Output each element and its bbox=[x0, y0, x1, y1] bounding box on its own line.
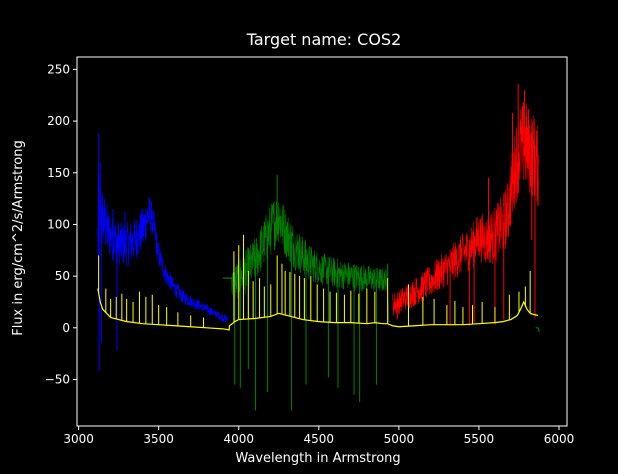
series-3 bbox=[97, 234, 539, 331]
x-tick-label-3: 4500 bbox=[304, 432, 335, 446]
y-tick-label-2: 50 bbox=[55, 269, 70, 283]
x-tick-label-4: 5000 bbox=[384, 432, 415, 446]
series-5-line bbox=[535, 327, 540, 332]
y-axis-label: Flux in erg/cm^2/s/Armstrong bbox=[11, 140, 26, 335]
plot-area bbox=[97, 83, 540, 411]
chart-title: Target name: COS2 bbox=[246, 30, 402, 49]
y-tick-label-3: 100 bbox=[47, 217, 70, 231]
x-tick-label-1: 3500 bbox=[143, 432, 174, 446]
series-2 bbox=[392, 83, 540, 326]
axes-frame bbox=[76, 56, 568, 427]
series-0-trace bbox=[97, 174, 228, 323]
y-tick-label-1: 0 bbox=[62, 321, 70, 335]
series-3-line bbox=[97, 288, 539, 331]
axes: 3000 3500 4000 4500 5000 5500 6000 −50 0 50 100 150… bbox=[45, 56, 575, 446]
x-axis-label: Wavelength in Armstrong bbox=[235, 451, 400, 466]
x-tick-label-0: 3000 bbox=[63, 432, 94, 446]
series-1-trace bbox=[229, 198, 391, 322]
series-5 bbox=[535, 327, 540, 332]
y-tick-label-4: 150 bbox=[47, 166, 70, 180]
y-tick-label-6: 250 bbox=[47, 62, 70, 76]
x-tick-label-5: 5500 bbox=[464, 432, 495, 446]
x-tick-label-2: 4000 bbox=[223, 432, 254, 446]
x-tick-label-6: 6000 bbox=[544, 432, 575, 446]
y-tick-label-0: −50 bbox=[45, 372, 70, 386]
series-2-trace bbox=[392, 102, 540, 316]
y-tick-label-5: 200 bbox=[47, 114, 70, 128]
